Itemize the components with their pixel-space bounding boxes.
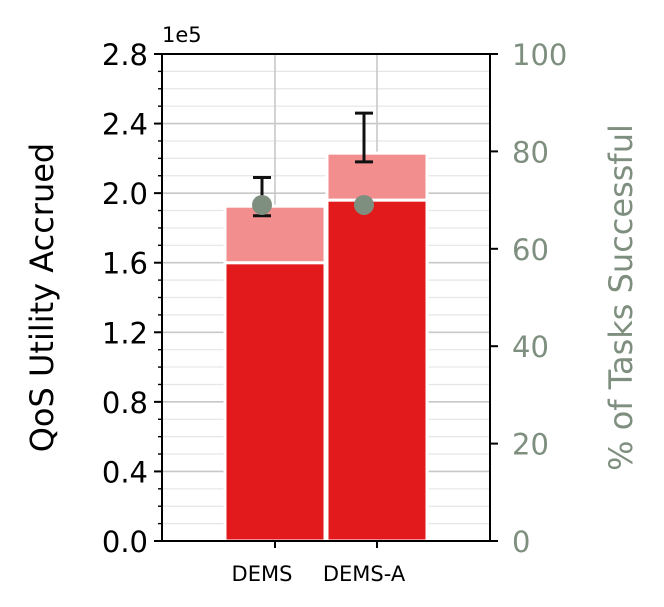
y2-tick-label: 20 bbox=[512, 428, 549, 462]
secondary-points bbox=[252, 194, 374, 215]
y2-tick-label: 80 bbox=[512, 135, 549, 169]
y-tick-label: 2.4 bbox=[102, 108, 148, 142]
y2-tick-label: 0 bbox=[512, 525, 530, 559]
bar-segment-top bbox=[325, 151, 429, 202]
y2-tick-label: 60 bbox=[512, 233, 549, 267]
bars bbox=[223, 151, 429, 543]
bar-segment-top bbox=[223, 204, 327, 265]
y-tick-label: 2.8 bbox=[102, 38, 148, 72]
y-offset-label: 1e5 bbox=[162, 23, 202, 47]
y-tick-label: 0.8 bbox=[102, 386, 148, 420]
y-axis-label: QoS Utility Accrued bbox=[23, 143, 61, 453]
y2-axis-label: % of Tasks Successful bbox=[602, 124, 640, 471]
y-tick-label: 1.2 bbox=[102, 316, 148, 350]
secondary-point bbox=[252, 194, 272, 215]
y-tick-label: 1.6 bbox=[102, 247, 148, 281]
y-tick-label: 0.4 bbox=[102, 455, 148, 489]
x-tick-label: DEMS-A bbox=[323, 562, 406, 586]
y-tick-label: 0.0 bbox=[102, 525, 148, 559]
bar-segment-base bbox=[223, 261, 327, 543]
y-tick-label: 2.0 bbox=[102, 177, 148, 211]
axis-ticks: 0.0 0.4 0.8 1.2 1.6 2.0 2.4 2.8 0 20 40 60 80 100 DEMS… bbox=[102, 38, 567, 586]
x-tick-label: DEMS bbox=[232, 562, 293, 586]
secondary-point bbox=[354, 194, 374, 215]
bar-segment-base bbox=[325, 198, 429, 543]
y2-tick-label: 100 bbox=[512, 38, 567, 72]
y2-tick-label: 40 bbox=[512, 330, 549, 364]
